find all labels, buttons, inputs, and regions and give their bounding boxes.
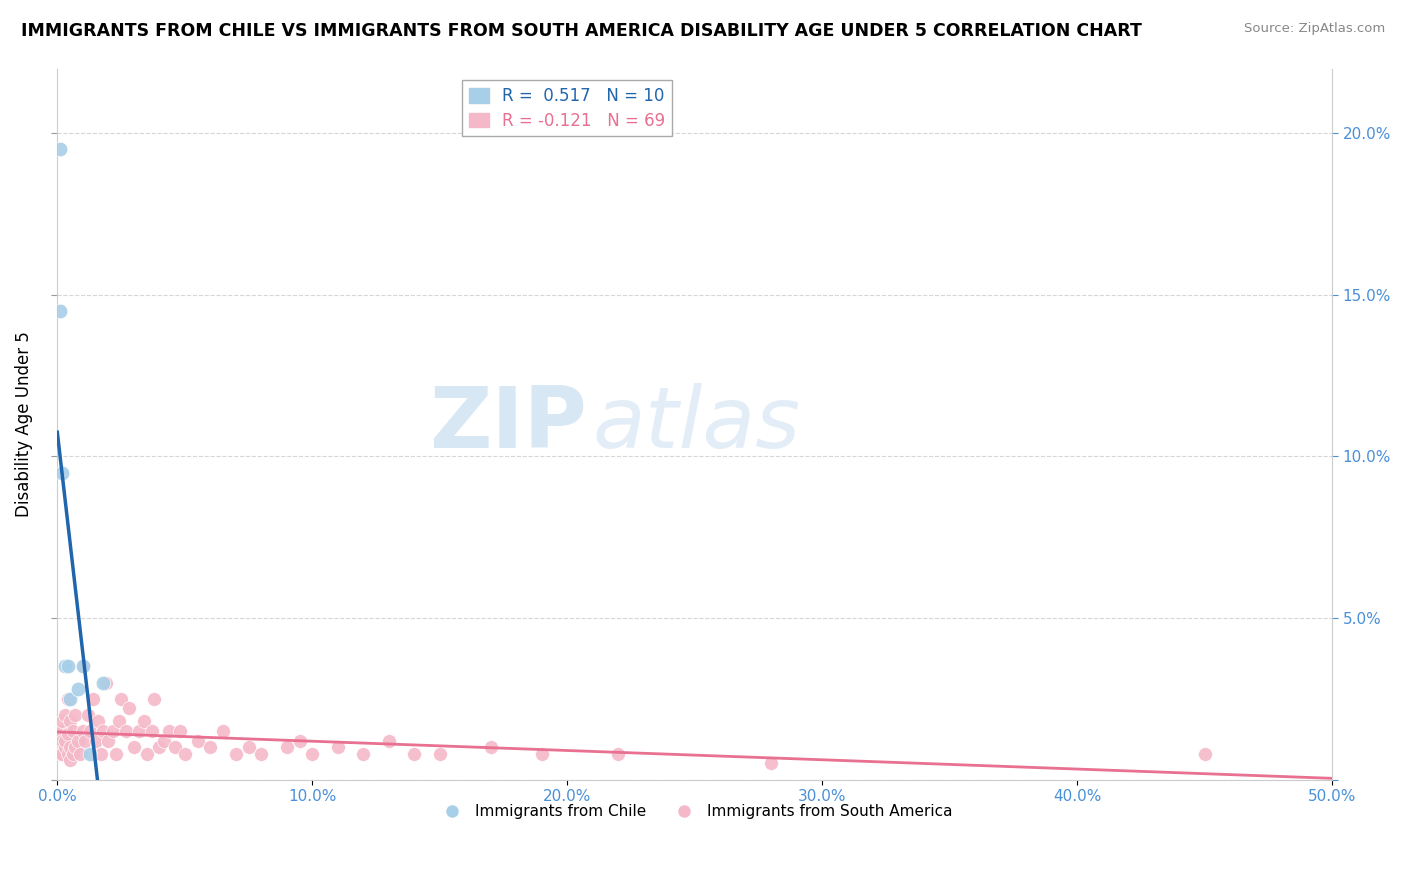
Point — [378, 734, 401, 748]
Point — [51, 747, 73, 761]
Point — [212, 724, 235, 739]
Point — [59, 753, 82, 767]
Point — [104, 747, 127, 761]
Point — [1194, 747, 1216, 761]
Point — [72, 724, 94, 739]
Point — [56, 659, 79, 673]
Point — [153, 734, 176, 748]
Point — [79, 724, 101, 739]
Point — [53, 740, 76, 755]
Point — [200, 740, 222, 755]
Point — [66, 734, 89, 748]
Text: IMMIGRANTS FROM CHILE VS IMMIGRANTS FROM SOUTH AMERICA DISABILITY AGE UNDER 5 CO: IMMIGRANTS FROM CHILE VS IMMIGRANTS FROM… — [21, 22, 1142, 40]
Point — [49, 747, 72, 761]
Point — [326, 740, 349, 755]
Point — [187, 734, 209, 748]
Point — [276, 740, 298, 755]
Point — [148, 740, 170, 755]
Point — [607, 747, 630, 761]
Point — [141, 724, 163, 739]
Legend: Immigrants from Chile, Immigrants from South America: Immigrants from Chile, Immigrants from S… — [430, 798, 959, 825]
Point — [404, 747, 426, 761]
Point — [250, 747, 273, 761]
Point — [79, 747, 101, 761]
Point — [49, 142, 72, 156]
Point — [530, 747, 553, 761]
Point — [122, 740, 145, 755]
Point — [49, 724, 72, 739]
Point — [97, 734, 120, 748]
Point — [59, 740, 82, 755]
Point — [87, 714, 110, 729]
Point — [169, 724, 191, 739]
Point — [56, 747, 79, 761]
Point — [51, 466, 73, 480]
Point — [53, 734, 76, 748]
Text: Source: ZipAtlas.com: Source: ZipAtlas.com — [1244, 22, 1385, 36]
Point — [91, 724, 114, 739]
Y-axis label: Disability Age Under 5: Disability Age Under 5 — [15, 331, 32, 517]
Point — [84, 734, 107, 748]
Point — [51, 734, 73, 748]
Point — [103, 724, 125, 739]
Point — [49, 304, 72, 318]
Point — [301, 747, 323, 761]
Point — [143, 691, 166, 706]
Point — [135, 747, 157, 761]
Point — [128, 724, 150, 739]
Point — [91, 675, 114, 690]
Text: atlas: atlas — [593, 383, 801, 466]
Point — [132, 714, 155, 729]
Point — [77, 708, 100, 723]
Point — [63, 740, 86, 755]
Point — [238, 740, 260, 755]
Point — [59, 714, 82, 729]
Point — [479, 740, 502, 755]
Point — [53, 708, 76, 723]
Point — [63, 708, 86, 723]
Point — [82, 691, 104, 706]
Point — [159, 724, 181, 739]
Text: ZIP: ZIP — [429, 383, 586, 466]
Point — [163, 740, 186, 755]
Point — [288, 734, 311, 748]
Point — [72, 659, 94, 673]
Point — [90, 747, 112, 761]
Point — [62, 747, 84, 761]
Point — [69, 747, 91, 761]
Point — [225, 747, 247, 761]
Point — [107, 714, 129, 729]
Point — [62, 724, 84, 739]
Point — [56, 691, 79, 706]
Point — [53, 659, 76, 673]
Point — [110, 691, 132, 706]
Point — [94, 675, 117, 690]
Point — [59, 691, 82, 706]
Point — [761, 756, 783, 771]
Point — [118, 701, 141, 715]
Point — [56, 727, 79, 741]
Point — [75, 734, 97, 748]
Point — [352, 747, 374, 761]
Point — [173, 747, 195, 761]
Point — [72, 659, 94, 673]
Point — [429, 747, 451, 761]
Point — [115, 724, 138, 739]
Point — [51, 714, 73, 729]
Point — [66, 682, 89, 697]
